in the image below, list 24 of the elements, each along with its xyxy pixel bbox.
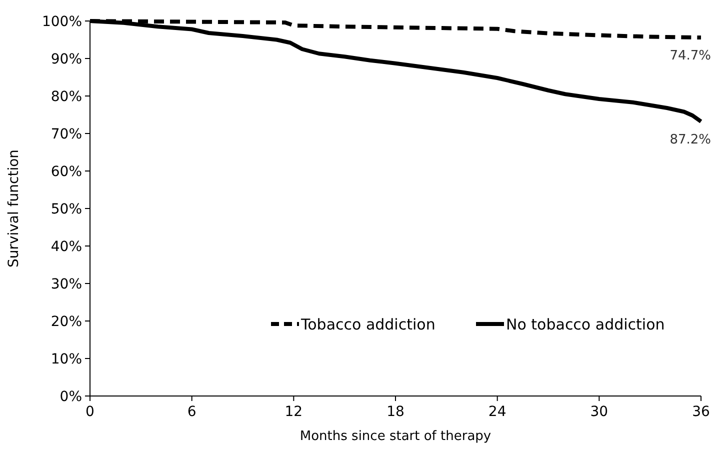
y-tick-label: 70% [50, 126, 82, 142]
y-tick-label: 10% [50, 351, 82, 368]
y-tick-label: 20% [50, 314, 82, 330]
x-axis-title: Months since start of therapy [300, 429, 492, 444]
y-tick-label: 0% [60, 388, 82, 405]
y-tick-label: 90% [50, 51, 82, 68]
x-tick-label: 30 [590, 404, 608, 420]
x-tick-label: 24 [488, 404, 506, 420]
y-tick-label: 40% [50, 238, 82, 255]
x-tick-label: 12 [284, 404, 303, 420]
x-tick-label: 6 [187, 404, 196, 420]
x-tick-label: 36 [692, 404, 710, 420]
y-tick-label: 60% [50, 164, 82, 180]
legend-label: Tobacco addiction [300, 315, 436, 334]
y-tick-label: 50% [50, 201, 82, 218]
y-tick-label: 100% [42, 14, 82, 30]
y-tick-label: 80% [50, 88, 82, 105]
annotation: 74.7% [670, 48, 711, 64]
x-tick-label: 18 [386, 404, 404, 420]
x-tick-label: 0 [86, 404, 94, 420]
legend-label: No tobacco addiction [506, 315, 665, 334]
y-axis-title: Survival function [6, 149, 22, 268]
y-tick-label: 30% [50, 276, 82, 292]
annotation: 87.2% [670, 132, 711, 148]
